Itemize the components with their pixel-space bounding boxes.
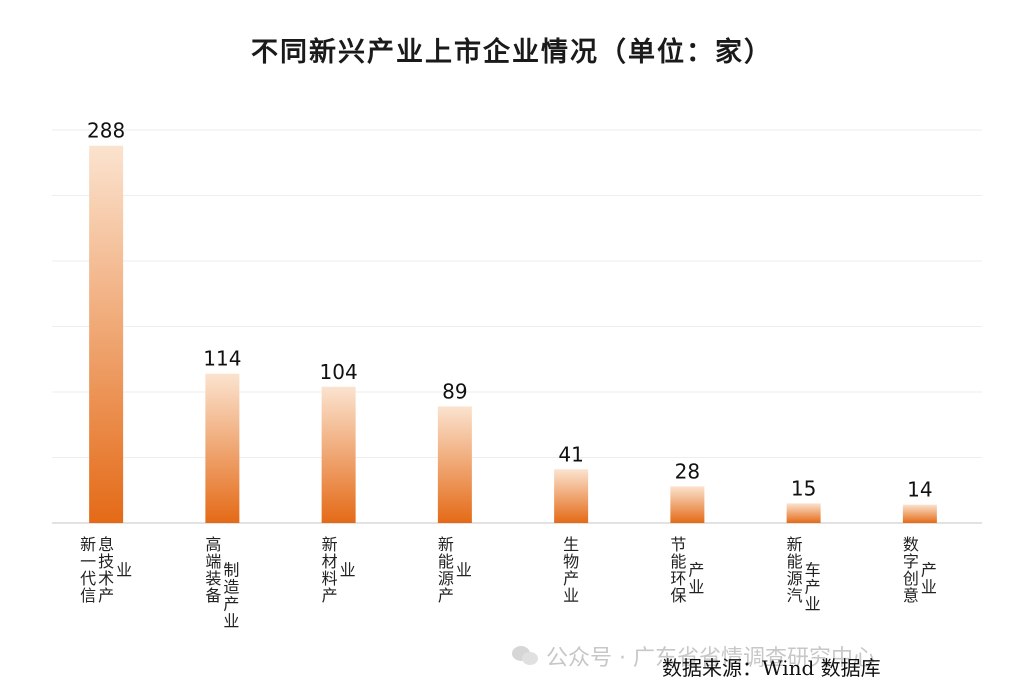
category-char: 源: [787, 569, 803, 588]
category-char: 能: [787, 552, 803, 571]
data-label: 28: [675, 459, 700, 483]
bar: [321, 386, 356, 523]
category-char: 产: [688, 561, 704, 580]
data-label: 89: [442, 379, 467, 403]
category-char: 料: [322, 569, 338, 588]
category-char: 新: [322, 535, 338, 554]
category-char: 产: [805, 578, 821, 597]
category-char: 节: [670, 535, 686, 554]
category-char: 产: [563, 569, 579, 588]
data-source: 数据来源：Wind 数据库: [662, 656, 881, 680]
category-char: 端: [205, 552, 221, 571]
category-char: 新: [438, 535, 454, 554]
category-char: 装: [205, 569, 221, 588]
bar: [554, 469, 589, 523]
data-label: 104: [320, 360, 358, 384]
data-label: 114: [203, 347, 241, 371]
category-char: 产: [921, 561, 937, 580]
category-char: 能: [670, 552, 686, 571]
category-char: 业: [688, 578, 704, 597]
category-char: 业: [921, 578, 937, 597]
category-char: 汽: [787, 586, 803, 605]
bar: [786, 503, 821, 523]
category-char: 新: [80, 535, 96, 554]
chart-title: 不同新兴产业上市企业情况（单位：家）: [251, 37, 773, 68]
watermark: 公众号 · 广东省省情调查研究中心: [512, 640, 875, 672]
category-char: 一: [80, 552, 96, 571]
category-char: 业: [116, 561, 132, 580]
data-labels: 288 114 104 89 41 28 15 14: [87, 119, 933, 502]
category-char: 意: [903, 586, 919, 605]
data-label: 15: [791, 476, 816, 500]
bar: [205, 373, 240, 523]
watermark-text: 公众号 · 广东省省情调查研究中心: [546, 646, 875, 671]
bar: [437, 406, 472, 523]
bar: [89, 145, 124, 523]
category-char: 源: [438, 569, 454, 588]
gridlines: [52, 129, 982, 524]
category-char: 术: [98, 569, 114, 588]
data-label: 288: [87, 119, 125, 143]
data-label: 41: [558, 442, 583, 466]
category-char: 车: [805, 561, 821, 580]
category-char: 能: [438, 552, 454, 571]
bar: [902, 504, 937, 523]
category-char: 创: [903, 569, 919, 588]
bar: [670, 486, 705, 523]
category-char: 数: [903, 535, 919, 554]
category-char: 备: [205, 586, 221, 605]
category-char: 产: [223, 595, 239, 614]
category-char: 保: [670, 586, 686, 605]
category-char: 业: [223, 612, 239, 631]
category-char: 业: [456, 561, 472, 580]
category-char: 物: [563, 552, 579, 571]
category-char: 业: [563, 586, 579, 605]
category-char: 息: [98, 535, 114, 554]
category-char: 制: [223, 561, 239, 580]
category-char: 业: [340, 561, 356, 580]
category-char: 环: [670, 569, 686, 588]
category-char: 造: [223, 578, 239, 597]
category-char: 产: [438, 586, 454, 605]
data-label: 14: [907, 478, 932, 502]
category-char: 业: [805, 595, 821, 614]
category-char: 生: [563, 535, 579, 554]
category-char: 材: [322, 552, 338, 571]
wechat-icon: [512, 644, 540, 668]
category-char: 字: [903, 552, 919, 571]
category-char: 产: [98, 586, 114, 605]
bars: [89, 145, 937, 523]
category-labels: 新一代信息技术产业高端装备制造产业新材料产业新能源产业生物产业节能环保产业新能源…: [80, 535, 937, 631]
category-char: 产: [322, 586, 338, 605]
category-char: 技: [98, 552, 114, 571]
category-char: 信: [80, 586, 96, 605]
category-char: 高: [205, 535, 221, 554]
category-char: 代: [80, 569, 96, 588]
category-char: 新: [787, 535, 803, 554]
